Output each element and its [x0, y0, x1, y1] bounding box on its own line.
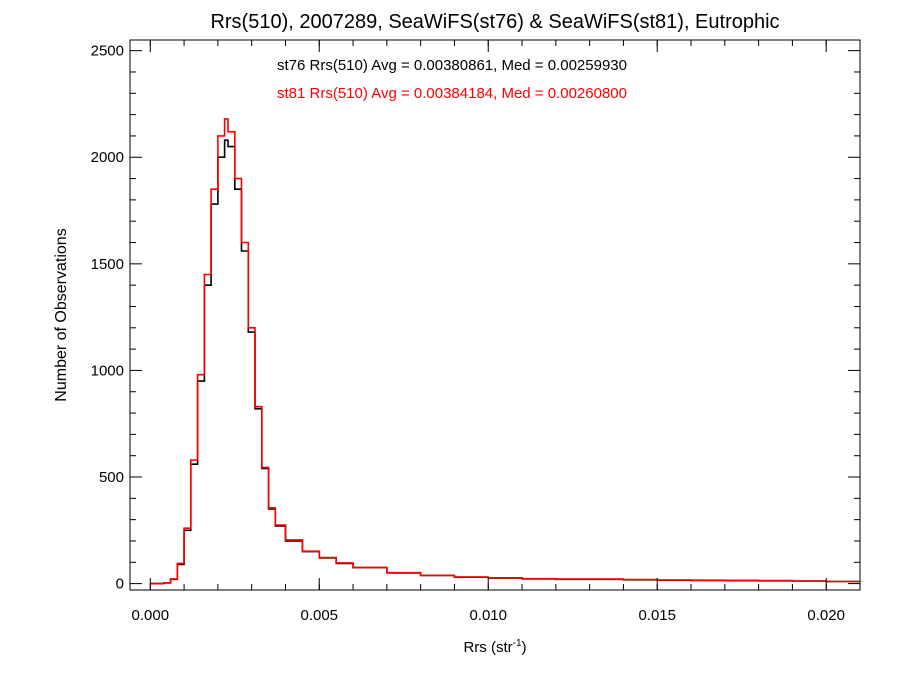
x-tick-label: 0.015 — [638, 607, 676, 624]
legend: st76 Rrs(510) Avg = 0.00380861, Med = 0.… — [277, 57, 627, 102]
x-axis-label-superscript: -1 — [513, 638, 522, 649]
y-tick-label: 500 — [99, 469, 124, 486]
y-tick-label: 2500 — [91, 43, 124, 60]
x-axis-label-main: Rrs (str — [463, 639, 512, 656]
plot-frame — [129, 39, 861, 591]
legend-entry-1: st76 Rrs(510) Avg = 0.00380861, Med = 0.… — [277, 57, 627, 74]
series-line-2 — [150, 118, 861, 585]
y-axis-label: Number of Observations — [53, 228, 70, 401]
chart-title: Rrs(510), 2007289, SeaWiFS(st76) & SeaWi… — [210, 11, 779, 33]
x-tick-label: 0.010 — [469, 607, 507, 624]
y-axis: 0 500 1000 1500 2000 2500 — [91, 43, 860, 593]
x-axis: 0.000 0.005 0.010 0.015 0.020 — [132, 40, 861, 624]
y-tick-label: 2000 — [91, 149, 124, 166]
x-tick-label: 0.020 — [807, 607, 845, 624]
x-tick-label: 0.005 — [300, 607, 338, 624]
x-axis-label: Rrs (str-1) — [463, 638, 526, 656]
x-tick-label: 0.000 — [132, 607, 170, 624]
plot-area — [129, 39, 861, 591]
y-tick-label: 1000 — [91, 362, 124, 379]
legend-entry-2: st81 Rrs(510) Avg = 0.00384184, Med = 0.… — [277, 85, 627, 102]
series-line-1 — [150, 139, 861, 585]
x-axis-label-close: ) — [522, 639, 527, 656]
y-tick-label: 1500 — [91, 256, 124, 273]
series-lines — [150, 118, 861, 585]
y-tick-label: 0 — [116, 576, 124, 593]
